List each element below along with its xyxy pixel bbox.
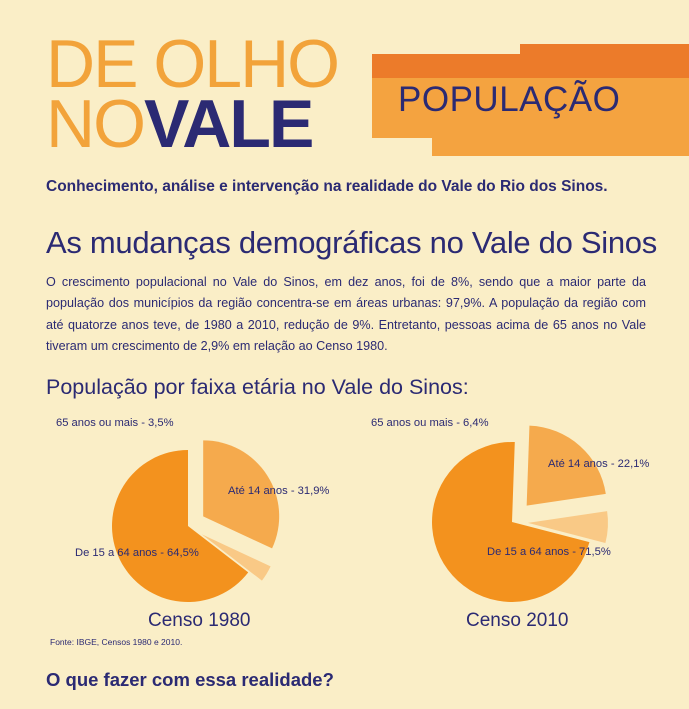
pie-1980-slice-65plus xyxy=(201,534,271,581)
header-subtitle: Conhecimento, análise e intervenção na r… xyxy=(46,178,608,195)
logo-text-vale: VALE xyxy=(144,86,314,162)
pie-chart-2010 xyxy=(432,425,608,603)
pie-2010-slice-65plus xyxy=(527,511,608,544)
section-label: POPULAÇÃO xyxy=(398,80,621,119)
logo-text-no: NO xyxy=(46,86,146,162)
pie-1980-label-65plus: 65 anos ou mais - 3,5% xyxy=(56,417,174,429)
article-intro: O crescimento populacional no Vale do Si… xyxy=(46,275,646,353)
pie-2010-label-15a64: De 15 a 64 anos - 71,5% xyxy=(487,546,611,558)
pie-1980-label-15a64: De 15 a 64 anos - 64,5% xyxy=(75,547,199,559)
pie-2010-slice-ate14 xyxy=(526,425,606,506)
pie-2010-slice-15a64 xyxy=(432,442,590,603)
section-band-lower xyxy=(432,126,689,156)
pie-1980-title: Censo 1980 xyxy=(148,610,251,631)
section-band-top xyxy=(520,44,689,66)
pie-2010-title: Censo 2010 xyxy=(466,610,569,631)
chart-heading: População por faixa etária no Vale do Si… xyxy=(46,375,469,399)
pie-1980-slice-15a64 xyxy=(111,450,249,602)
pie-2010-label-65plus: 65 anos ou mais - 6,4% xyxy=(371,417,489,429)
article-title: As mudanças demográficas no Vale do Sino… xyxy=(46,225,657,260)
source-note: Fonte: IBGE, Censos 1980 e 2010. xyxy=(50,637,183,647)
pie-2010-label-ate14: Até 14 anos - 22,1% xyxy=(548,458,650,470)
pie-chart-1980 xyxy=(111,440,280,602)
pie-1980-label-ate14: Até 14 anos - 31,9% xyxy=(228,485,330,497)
question-heading: O que fazer com essa realidade? xyxy=(46,669,334,690)
logo-line-1: DE OLHO xyxy=(46,30,340,98)
logo-text-de-olho: DE OLHO xyxy=(46,26,340,102)
logo-line-2: NOVALE xyxy=(46,90,314,158)
pie-1980-slice-ate14 xyxy=(203,440,280,549)
